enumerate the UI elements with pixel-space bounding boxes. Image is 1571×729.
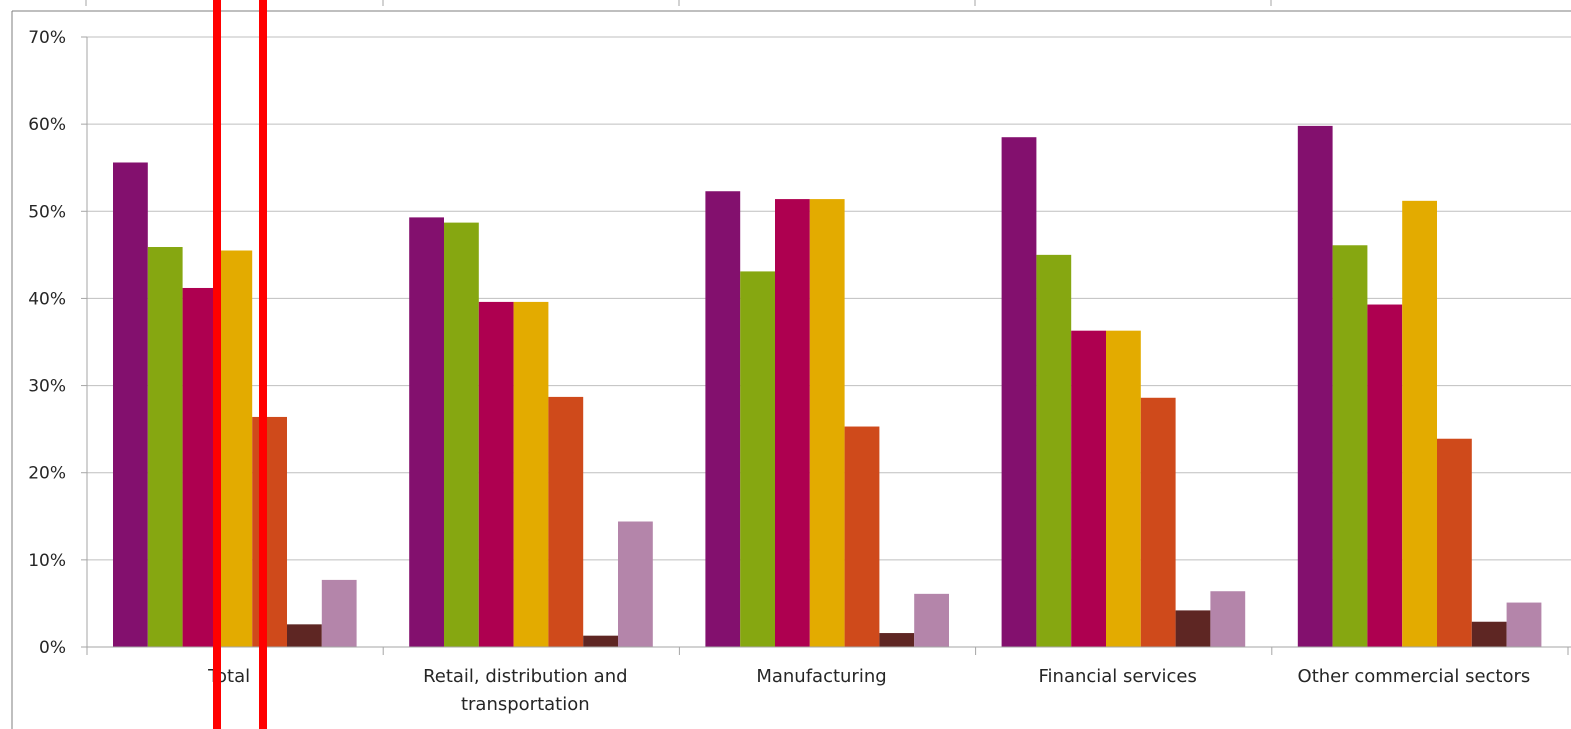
bar [1071, 330, 1106, 647]
bar [147, 247, 183, 647]
bar [844, 426, 880, 647]
y-tick-label: 0% [39, 638, 66, 658]
bar [1471, 621, 1507, 647]
bar [1297, 125, 1333, 647]
bar [1036, 254, 1072, 648]
highlight-markers [213, 0, 267, 729]
bar [478, 301, 514, 647]
x-category-label: Other commercial sectors [1298, 666, 1531, 687]
bar [809, 199, 845, 647]
bar [548, 396, 584, 647]
x-category-label: Retail, distribution and [423, 666, 627, 687]
bar [1437, 438, 1472, 647]
bars [113, 125, 1542, 648]
y-tick-label: 20% [28, 464, 66, 484]
y-tick-label: 10% [28, 551, 66, 571]
x-category-label: transportation [461, 694, 590, 715]
bar [775, 199, 810, 647]
bar [1402, 200, 1437, 647]
y-tick-label: 40% [28, 289, 66, 309]
bar [1140, 397, 1176, 647]
bar [1506, 602, 1542, 647]
bar [1210, 591, 1246, 647]
chart-frame [11, 0, 1571, 729]
axes [81, 36, 1571, 655]
bar [1001, 137, 1037, 647]
bar [287, 624, 322, 647]
bar [321, 579, 357, 647]
bar [217, 250, 253, 647]
bar [182, 287, 218, 647]
bar [1106, 330, 1141, 647]
bar [1367, 304, 1403, 647]
red-highlight-line [213, 0, 221, 729]
y-tick-label: 60% [28, 115, 66, 135]
x-category-label: Manufacturing [756, 666, 886, 687]
bar [618, 521, 653, 647]
bar [444, 222, 479, 648]
bar [879, 633, 915, 647]
x-axis-category-labels: Total Retail, distribution andtransportat… [207, 666, 1530, 715]
bar [705, 191, 741, 648]
bar [1332, 245, 1368, 647]
bar [409, 217, 444, 647]
bar [740, 271, 775, 647]
y-tick-label: 70% [28, 28, 66, 48]
bar [252, 416, 287, 647]
x-category-label: Financial services [1038, 666, 1196, 687]
y-tick-label: 30% [28, 377, 66, 397]
bar [1175, 610, 1211, 647]
y-tick-label: 50% [28, 202, 66, 222]
bar [914, 593, 949, 647]
bar [513, 301, 549, 647]
red-highlight-line [259, 0, 267, 729]
bar [113, 162, 148, 648]
y-axis-tick-labels: 0% 10% 20% 30% 40% 50% 60% 70% [28, 28, 66, 658]
bar [583, 635, 618, 647]
